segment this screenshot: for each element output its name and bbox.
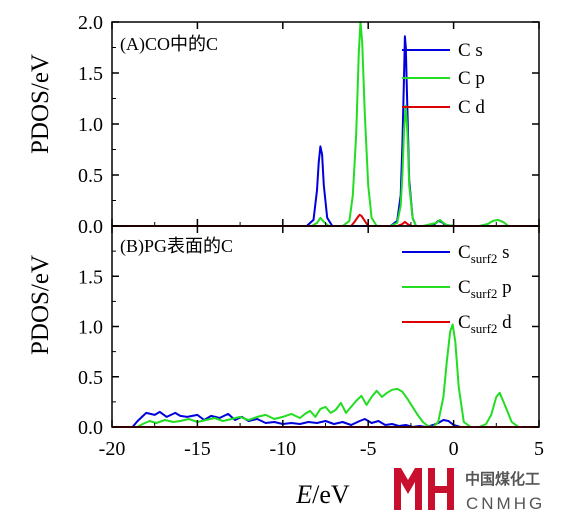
x-tick-label: -20 xyxy=(99,438,126,460)
y-tick-label: 0.5 xyxy=(78,165,103,187)
panel-a-legend: C s C p C d xyxy=(402,40,485,118)
y-tick-label: 2.0 xyxy=(78,12,103,34)
legend-label-3: Csurf2 d xyxy=(458,312,512,336)
watermark-en-text: CNMHG xyxy=(466,494,545,513)
panel-b: PDOS/eV 0.0 0.5 1.0 1.5 -20 -15 -10 -5 0 5 (B)PG… xyxy=(27,225,544,509)
panel-a-ylabel: PDOS/eV xyxy=(27,54,54,154)
panel-b-legend: Csurf2 s Csurf2 p Csurf2 d xyxy=(402,242,512,336)
legend-label-2: Csurf2 p xyxy=(458,277,512,301)
x-axis-label-variable: E xyxy=(295,480,312,509)
series-line-3 xyxy=(112,213,539,227)
panel-b-curves xyxy=(112,323,539,428)
series-line-1 xyxy=(112,35,539,227)
y-tick-label: 0.5 xyxy=(78,367,103,389)
y-tick-label: 1.5 xyxy=(78,63,103,85)
y-tick-label: 0.0 xyxy=(78,216,103,238)
series-line-1 xyxy=(112,410,539,428)
legend-label-1: C s xyxy=(458,40,483,61)
legend-label-3: C d xyxy=(458,97,485,118)
panel-b-label: (B)PG表面的C xyxy=(120,236,233,257)
x-tick-label: 5 xyxy=(534,438,544,460)
panel-b-y-ticks xyxy=(112,250,539,428)
panel-b-x-ticks xyxy=(111,226,540,427)
y-tick-label: 0.0 xyxy=(78,417,103,439)
watermark: 中国煤化工 CNMHG xyxy=(394,468,545,513)
x-tick-label: -15 xyxy=(184,438,211,460)
panel-b-x-tick-labels: -20 -15 -10 -5 0 5 xyxy=(99,438,544,460)
x-axis-label-unit: /eV xyxy=(312,480,350,509)
panel-a-label: (A)CO中的C xyxy=(120,34,218,55)
panel-a: PDOS/eV 0.00.51.01.52.0 (A)CO中的C C sC pC… xyxy=(27,12,540,238)
y-tick-label: 1.0 xyxy=(78,317,103,339)
panel-a-y-tick-labels: 0.0 0.5 1.0 1.5 2.0 xyxy=(78,12,103,238)
x-tick-label: -10 xyxy=(269,438,296,460)
x-tick-label: 0 xyxy=(449,438,459,460)
y-tick-label: 1.0 xyxy=(78,114,103,136)
x-tick-label: -5 xyxy=(360,438,377,460)
panel-b-y-tick-labels: 0.0 0.5 1.0 1.5 xyxy=(78,266,103,439)
legend-label-2: C p xyxy=(458,68,485,89)
watermark-logo-icon xyxy=(394,468,454,510)
panel-b-ylabel: PDOS/eV xyxy=(27,255,54,355)
x-axis-label: E/eV xyxy=(295,480,350,509)
y-tick-label: 1.5 xyxy=(78,266,103,288)
watermark-cn-text: 中国煤化工 xyxy=(465,470,540,488)
series-line-2 xyxy=(112,323,539,428)
legend-label-1: Csurf2 s xyxy=(458,242,510,266)
